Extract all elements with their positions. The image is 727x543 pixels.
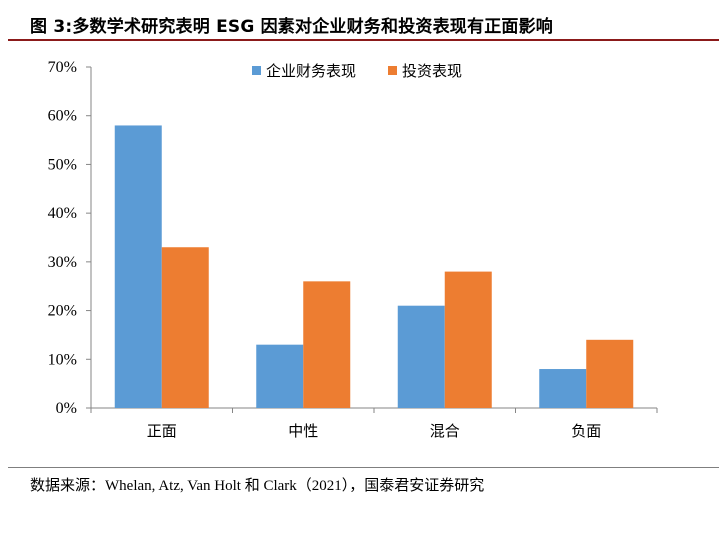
bar-financial bbox=[397, 305, 445, 408]
chart-canvas: 0% 10% 20% 30% 40% 50% 60% 70% 正面 中性 混合 负面 企业财务表现 投资表… bbox=[48, 59, 658, 440]
source-note: 数据来源：Whelan, Atz, Van Holt 和 Clark（2021）… bbox=[30, 478, 485, 494]
bar-investment bbox=[586, 339, 634, 408]
title-row: 图 3:多数学术研究表明 ESG 因素对企业财务和投资表现有正面影响 bbox=[8, 6, 719, 41]
x-category-label: 正面 bbox=[147, 422, 177, 440]
y-tick-label: 40% bbox=[48, 205, 77, 222]
x-category-label: 混合 bbox=[430, 422, 460, 440]
y-tick-label: 10% bbox=[48, 351, 77, 368]
legend-label: 投资表现 bbox=[402, 62, 462, 80]
y-tick-label: 30% bbox=[48, 254, 77, 271]
bar-financial bbox=[256, 344, 304, 408]
bar-chart: 0% 10% 20% 30% 40% 50% 60% 70% 正面 中性 混合 负面 企业财务表现 投资表… bbox=[0, 44, 727, 464]
figure-title: 图 3:多数学术研究表明 ESG 因素对企业财务和投资表现有正面影响 bbox=[30, 17, 553, 37]
y-tick-label: 20% bbox=[48, 303, 77, 320]
legend-swatch bbox=[252, 66, 261, 75]
bar-investment bbox=[161, 247, 209, 408]
x-category-label: 负面 bbox=[571, 422, 601, 440]
legend-swatch bbox=[388, 66, 397, 75]
y-tick-label: 60% bbox=[48, 108, 77, 125]
bar-financial bbox=[114, 125, 162, 408]
bar-investment bbox=[303, 281, 351, 408]
bar-investment bbox=[444, 271, 492, 408]
x-category-label: 中性 bbox=[288, 422, 318, 440]
bar-financial bbox=[539, 369, 587, 408]
y-tick-label: 0% bbox=[56, 400, 77, 417]
y-tick-label: 50% bbox=[48, 156, 77, 173]
source-divider bbox=[8, 467, 719, 468]
title-divider bbox=[8, 39, 719, 41]
legend-label: 企业财务表现 bbox=[266, 62, 356, 80]
y-tick-label: 70% bbox=[48, 59, 77, 76]
